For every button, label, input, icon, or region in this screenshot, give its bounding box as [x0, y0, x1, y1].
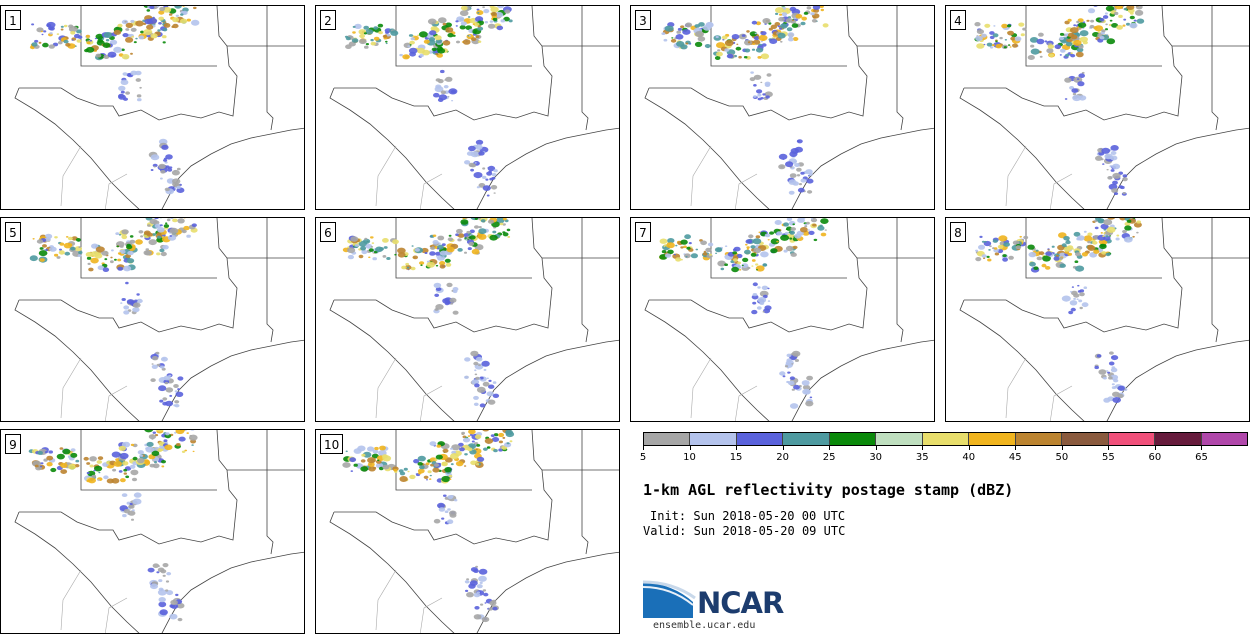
postage-stamp-panel: 3	[630, 5, 935, 210]
state-boundary-map	[644, 6, 934, 209]
postage-stamp-panel: 2	[315, 5, 620, 210]
postage-stamp-panel: 10	[315, 429, 620, 634]
member-number: 1	[5, 10, 21, 30]
reflectivity-echoes	[29, 218, 198, 408]
reflectivity-echoes	[29, 6, 200, 195]
colorbar-segment	[922, 433, 970, 445]
reflectivity-echoes	[661, 6, 829, 195]
postage-stamp-panel: 8	[945, 217, 1250, 422]
colorbar-segment	[969, 433, 1016, 445]
postage-stamp-panel: 5	[0, 217, 305, 422]
state-boundary-map	[14, 430, 304, 633]
figure-title: 1-km AGL reflectivity postage stamp (dBZ…	[643, 481, 1014, 499]
member-number: 10	[320, 434, 344, 454]
ensemble-url: ensemble.ucar.edu	[653, 620, 756, 631]
reflectivity-echoes	[28, 430, 198, 622]
state-boundary-map	[329, 6, 619, 209]
reflectivity-echoes	[974, 6, 1145, 196]
reflectivity-colorbar	[643, 432, 1248, 446]
colorbar-segment	[876, 433, 923, 445]
reflectivity-echoes	[342, 430, 515, 623]
postage-stamp-panel: 9	[0, 429, 305, 634]
member-number: 4	[950, 10, 966, 30]
colorbar-segment	[736, 433, 784, 445]
state-boundary-map	[959, 6, 1249, 209]
state-boundary-map	[14, 6, 304, 209]
reflectivity-echoes	[342, 218, 511, 408]
colorbar-segment	[783, 433, 830, 445]
colorbar-segment	[829, 433, 877, 445]
colorbar-segment	[690, 433, 737, 445]
colorbar-segment	[1201, 433, 1248, 445]
colorbar-segment	[1062, 433, 1109, 445]
reflectivity-echoes	[344, 6, 513, 197]
state-boundary-map	[14, 218, 304, 421]
member-number: 6	[320, 222, 336, 242]
colorbar-segment	[1155, 433, 1202, 445]
colorbar-segment	[1015, 433, 1063, 445]
postage-stamp-panel: 7	[630, 217, 935, 422]
colorbar-ticks: 5 10 15 20 25 30 35 40 45 50 55 60 65	[640, 446, 1248, 466]
member-number: 8	[950, 222, 966, 242]
colorbar-segment	[1108, 433, 1156, 445]
postage-stamp-panel: 6	[315, 217, 620, 422]
state-boundary-map	[329, 218, 619, 421]
reflectivity-echoes	[975, 218, 1142, 403]
state-boundary-map	[644, 218, 934, 421]
member-number: 2	[320, 10, 336, 30]
postage-stamp-panel: 1	[0, 5, 305, 210]
state-boundary-map	[329, 430, 619, 633]
member-number: 7	[635, 222, 651, 242]
member-number: 5	[5, 222, 21, 242]
colorbar-segment	[644, 433, 691, 445]
ncar-logo-text: NCAR	[697, 586, 784, 620]
member-number: 3	[635, 10, 651, 30]
ncar-logo-icon	[643, 580, 696, 618]
member-number: 9	[5, 434, 21, 454]
state-boundary-map	[959, 218, 1249, 421]
postage-stamp-panel: 4	[945, 5, 1250, 210]
valid-time: Valid: Sun 2018-05-20 09 UTC	[643, 524, 846, 538]
init-time: Init: Sun 2018-05-20 00 UTC	[650, 509, 846, 523]
reflectivity-echoes	[659, 218, 829, 409]
